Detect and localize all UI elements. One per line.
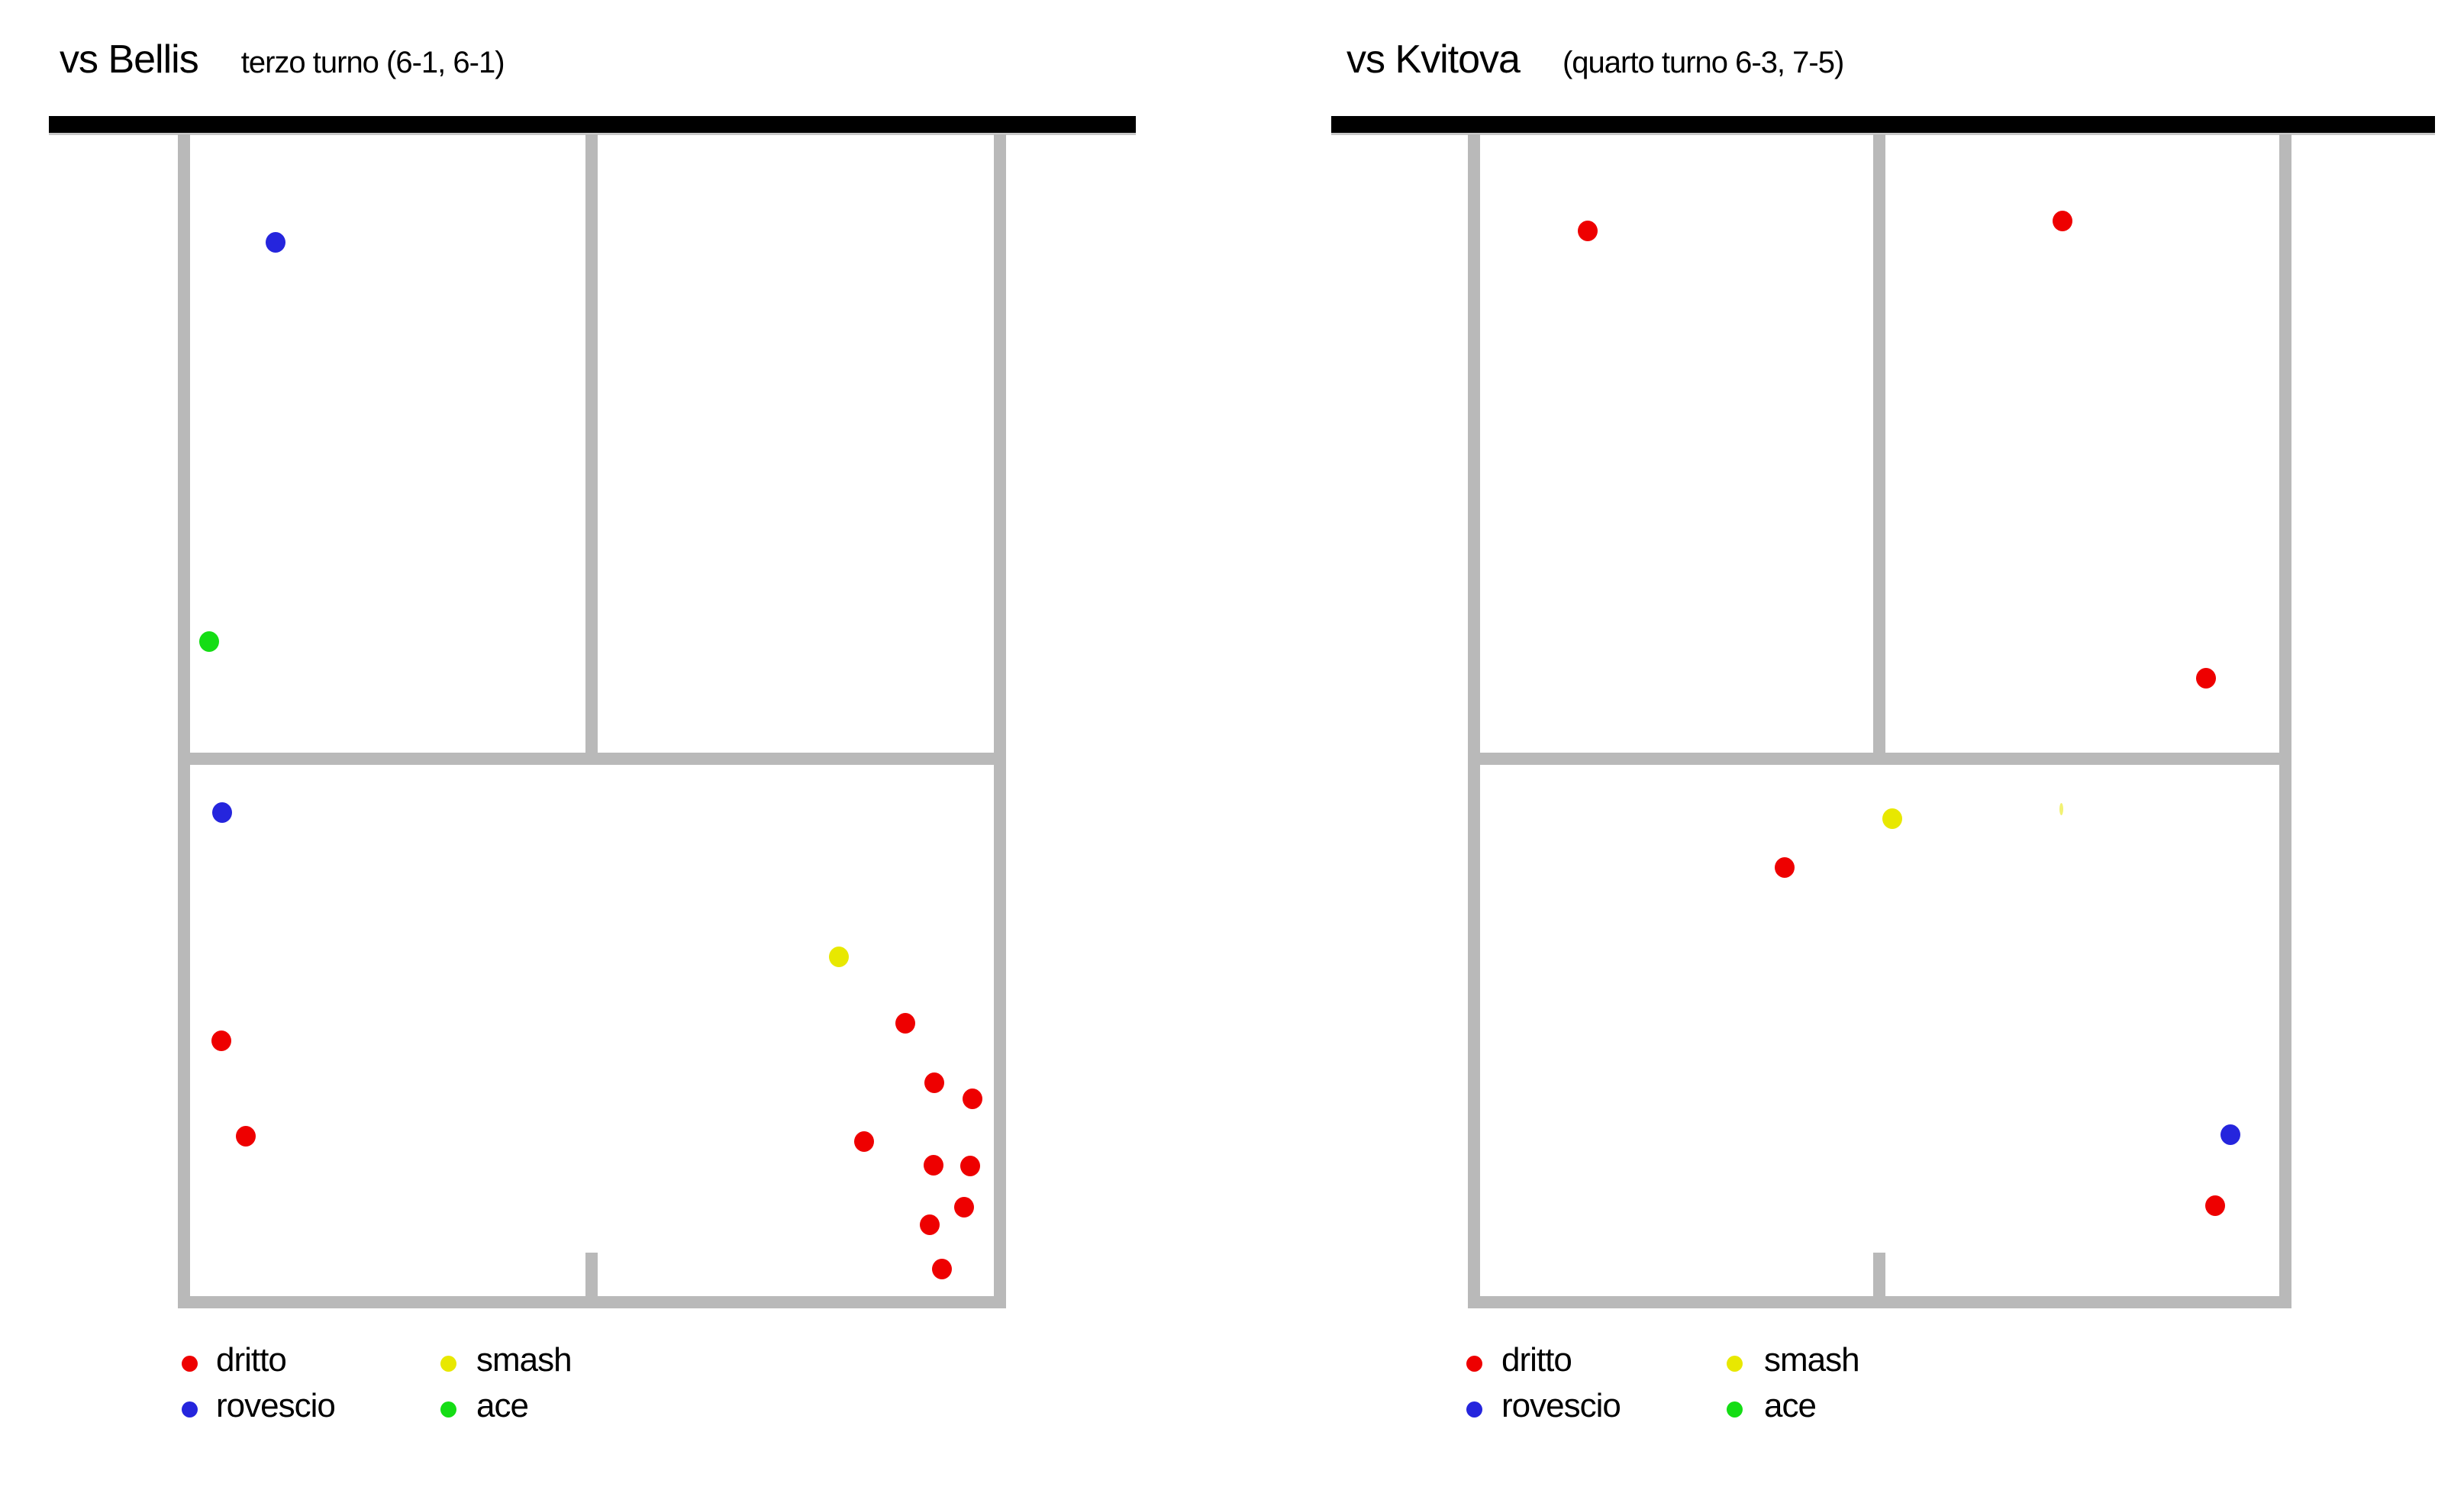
legend-label-dritto: dritto — [216, 1341, 287, 1379]
point-dritto — [932, 1258, 952, 1279]
legend-dot-ace — [1727, 1401, 1743, 1418]
match-title-bellis: vs Bellis — [60, 37, 199, 82]
legend-dot-rovescio — [1466, 1401, 1482, 1418]
panel-bellis-header: vs Bellis terzo turno (6-1, 6-1) — [60, 40, 505, 79]
right-sideline — [994, 134, 1006, 1308]
baseline-center-mark — [585, 1253, 598, 1302]
left-sideline — [1468, 134, 1480, 1308]
panel-kvitova-header: vs Kvitova (quarto turno 6-3, 7-5) — [1346, 37, 1844, 82]
legend-dot-rovescio — [182, 1401, 198, 1418]
service-line — [178, 753, 1006, 765]
legend-dot-dritto — [1466, 1356, 1482, 1372]
service-line — [1468, 753, 2291, 765]
legend-label-smash: smash — [1764, 1341, 1860, 1379]
point-rovescio — [2221, 1124, 2240, 1145]
baseline — [178, 1296, 1006, 1308]
point-rovescio — [212, 801, 232, 823]
legend-label-smash: smash — [476, 1341, 572, 1379]
match-subtitle-bellis: terzo turno (6-1, 6-1) — [240, 46, 505, 79]
point-dritto — [1578, 220, 1598, 241]
point-smash — [2059, 803, 2063, 815]
legend-dot-smash — [440, 1356, 456, 1372]
match-title-kvitova: vs Kvitova — [1346, 37, 1521, 82]
point-dritto — [854, 1130, 874, 1152]
net-bar — [1331, 116, 2435, 135]
legend-dot-dritto — [182, 1356, 198, 1372]
point-dritto — [2196, 667, 2216, 689]
center-service-line — [1873, 134, 1885, 753]
point-ace — [199, 631, 219, 652]
net-bar — [49, 116, 1136, 135]
legend-label-dritto: dritto — [1501, 1341, 1572, 1379]
left-sideline — [178, 134, 190, 1308]
legend-label-ace: ace — [1764, 1387, 1817, 1424]
point-dritto — [963, 1088, 982, 1109]
point-dritto — [211, 1030, 231, 1051]
point-rovescio — [266, 231, 285, 253]
right-sideline — [2279, 134, 2291, 1308]
legend-label-ace: ace — [476, 1387, 529, 1424]
point-dritto — [895, 1012, 915, 1034]
point-dritto — [2053, 210, 2072, 231]
point-dritto — [954, 1196, 974, 1218]
legend-dot-ace — [440, 1401, 456, 1418]
legend-label-rovescio: rovescio — [1501, 1387, 1621, 1424]
point-dritto — [924, 1154, 943, 1176]
point-dritto — [236, 1125, 256, 1147]
point-smash — [1882, 808, 1902, 829]
match-subtitle-kvitova: (quarto turno 6-3, 7-5) — [1562, 46, 1844, 79]
point-dritto — [1775, 856, 1795, 878]
baseline-center-mark — [1873, 1253, 1885, 1302]
baseline — [1468, 1296, 2291, 1308]
center-service-line — [585, 134, 598, 753]
point-dritto — [924, 1072, 944, 1093]
point-smash — [829, 946, 849, 967]
point-dritto — [2205, 1195, 2225, 1216]
legend-label-rovescio: rovescio — [216, 1387, 336, 1424]
point-dritto — [960, 1155, 980, 1176]
legend-dot-smash — [1727, 1356, 1743, 1372]
point-dritto — [920, 1214, 940, 1235]
